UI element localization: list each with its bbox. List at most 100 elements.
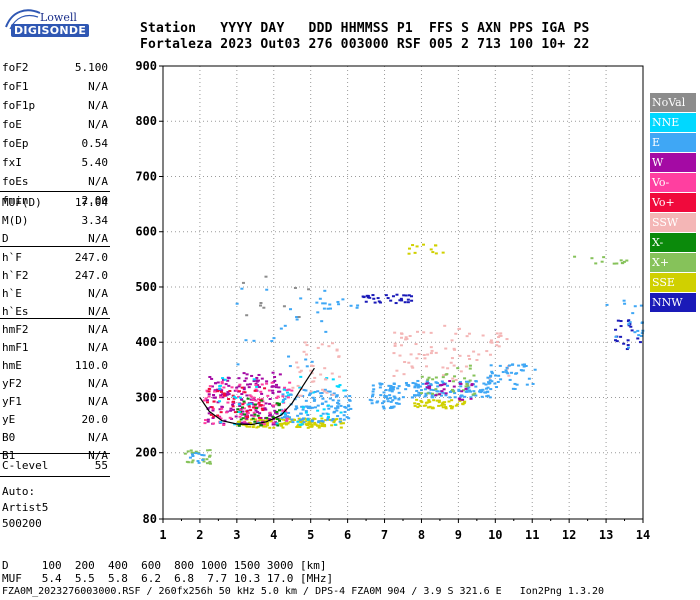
echo-point [238, 383, 242, 386]
echo-point [212, 393, 216, 396]
echo-point [257, 416, 261, 419]
echo-point [364, 300, 368, 303]
echo-point [252, 403, 256, 406]
echo-point [391, 295, 395, 298]
echo-point [636, 329, 640, 332]
echo-point [454, 404, 458, 407]
echo-point [201, 458, 205, 461]
echo-point [223, 419, 227, 422]
echo-point [388, 389, 392, 392]
echo-point [384, 389, 388, 392]
echo-point [449, 361, 453, 364]
echo-point [259, 424, 263, 427]
echo-point [207, 387, 211, 390]
echo-point [196, 460, 200, 463]
y-tick-label: 700 [135, 169, 157, 183]
auto-version: 500200 [2, 517, 42, 530]
echo-point [259, 416, 263, 419]
parameter-row: h`E N/A [0, 285, 110, 303]
echo-point [249, 398, 253, 401]
echo-point [234, 396, 238, 399]
echo-point [216, 381, 220, 384]
echo-point [429, 384, 433, 387]
echo-point [274, 383, 278, 386]
echo-point [275, 422, 279, 425]
parameter-group5: C-level 55 [0, 457, 110, 475]
echo-point [444, 392, 448, 395]
echo-point [441, 251, 445, 254]
echo-point [468, 358, 472, 361]
echo-point [230, 417, 234, 420]
echo-point [291, 386, 295, 389]
echo-point [264, 402, 268, 405]
echo-point [266, 421, 270, 424]
echo-point [531, 382, 535, 385]
echo-point [415, 389, 419, 392]
echo-point [298, 425, 302, 428]
autoscaling-info: Auto: Artist5 500200 [2, 484, 48, 532]
echo-point [218, 388, 222, 391]
echo-point [332, 392, 336, 395]
echo-point [285, 417, 289, 420]
parameter-name: h`Es [2, 305, 29, 318]
echo-point [335, 385, 339, 388]
echo-point [305, 344, 309, 347]
echo-point [243, 420, 247, 423]
echo-point [417, 353, 421, 356]
echo-point [337, 355, 341, 358]
echo-point [304, 411, 308, 414]
echo-point [197, 461, 201, 464]
echo-point [614, 335, 618, 338]
echo-point [387, 384, 391, 387]
echo-point [205, 462, 209, 465]
echo-point [245, 373, 249, 376]
chart-grid [163, 66, 643, 519]
auto-program: Artist5 [2, 501, 49, 514]
echo-point [286, 396, 290, 399]
echo-point [625, 259, 629, 262]
echo-point [411, 244, 415, 247]
echo-point [404, 388, 408, 391]
echo-point [219, 394, 223, 397]
echo-point [390, 406, 394, 409]
echo-point [419, 399, 423, 402]
echo-point [449, 405, 453, 408]
parameter-value: N/A [88, 431, 108, 444]
parameter-value: 2.00 [81, 194, 109, 207]
echo-point [274, 386, 278, 389]
echo-point [437, 404, 441, 407]
echo-point [426, 378, 430, 381]
echo-point [269, 413, 273, 416]
echo-point [440, 390, 444, 393]
echo-point [223, 394, 227, 397]
echo-point [494, 374, 498, 377]
echo-point [386, 400, 390, 403]
echo-point [614, 339, 618, 342]
parameter-name: yF1 [2, 395, 22, 408]
echo-point [424, 401, 428, 404]
echo-point [434, 376, 438, 379]
echo-point [450, 339, 454, 342]
echo-point [242, 401, 246, 404]
echo-point [242, 400, 246, 403]
echo-point [283, 324, 287, 327]
echo-point [499, 334, 503, 337]
echo-point [414, 383, 418, 386]
echo-point [474, 385, 478, 388]
echo-point [232, 400, 236, 403]
echo-point [630, 329, 634, 332]
legend-item-noval: NoVal [650, 93, 696, 112]
parameter-value: 0.54 [81, 137, 109, 150]
echo-point [424, 392, 428, 395]
echo-point [293, 286, 297, 289]
echo-point [222, 386, 226, 389]
echo-point [212, 400, 216, 403]
parameter-name: foF1p [2, 99, 36, 112]
echo-point [332, 421, 336, 424]
echo-point [434, 351, 438, 354]
parameter-name: B0 [2, 431, 16, 444]
echo-point [371, 384, 375, 387]
echo-point [497, 345, 501, 348]
echo-point [488, 396, 492, 399]
parameter-row: B1 N/A [0, 447, 110, 465]
